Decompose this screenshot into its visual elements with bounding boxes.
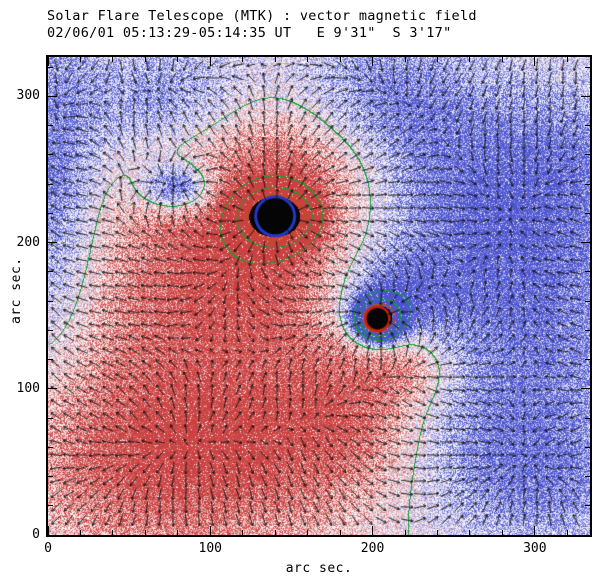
tick-mark xyxy=(585,301,590,302)
tick-mark xyxy=(585,359,590,360)
tick-mark xyxy=(48,213,53,214)
tick-mark xyxy=(581,388,590,389)
tick-mark xyxy=(307,57,308,62)
tick-mark xyxy=(177,530,178,535)
tick-mark xyxy=(502,530,503,535)
x-tick-label: 300 xyxy=(505,541,565,556)
y-tick-label: 100 xyxy=(6,381,40,396)
tick-mark xyxy=(567,530,568,535)
tick-mark xyxy=(405,57,406,62)
tick-mark xyxy=(585,67,590,68)
tick-mark xyxy=(48,535,57,536)
tick-mark xyxy=(48,301,53,302)
tick-mark xyxy=(48,476,53,477)
tick-mark xyxy=(585,125,590,126)
tick-mark xyxy=(585,476,590,477)
tick-mark xyxy=(242,530,243,535)
x-tick-label: 200 xyxy=(343,541,403,556)
tick-mark xyxy=(48,67,53,68)
tick-mark xyxy=(567,57,568,62)
tick-mark xyxy=(48,154,53,155)
figure-title: Solar Flare Telescope (MTK) : vector mag… xyxy=(47,8,477,24)
tick-mark xyxy=(534,57,535,66)
tick-mark xyxy=(469,530,470,535)
tick-mark xyxy=(502,57,503,62)
tick-mark xyxy=(585,154,590,155)
tick-mark xyxy=(585,271,590,272)
tick-mark xyxy=(437,57,438,62)
y-tick-label: 300 xyxy=(6,88,40,103)
y-axis-label: arc sec. xyxy=(9,257,24,324)
tick-mark xyxy=(469,57,470,62)
tick-mark xyxy=(340,57,341,62)
tick-mark xyxy=(275,530,276,535)
y-tick-label: 0 xyxy=(6,527,40,542)
tick-mark xyxy=(48,418,53,419)
tick-mark xyxy=(48,447,53,448)
tick-mark xyxy=(534,526,535,535)
tick-mark xyxy=(242,57,243,62)
tick-mark xyxy=(80,530,81,535)
tick-mark xyxy=(585,184,590,185)
tick-mark xyxy=(80,57,81,62)
tick-mark xyxy=(48,184,53,185)
tick-mark xyxy=(581,535,590,536)
tick-mark xyxy=(48,330,53,331)
tick-mark xyxy=(275,57,276,62)
tick-mark xyxy=(48,242,57,243)
tick-mark xyxy=(48,57,49,66)
tick-mark xyxy=(585,447,590,448)
tick-mark xyxy=(112,57,113,62)
tick-mark xyxy=(210,526,211,535)
tick-mark xyxy=(405,530,406,535)
tick-mark xyxy=(581,96,590,97)
magnetogram-canvas xyxy=(48,57,590,535)
x-tick-label: 100 xyxy=(180,541,240,556)
tick-mark xyxy=(48,359,53,360)
tick-mark xyxy=(437,530,438,535)
x-axis-label: arc sec. xyxy=(48,561,590,576)
tick-mark xyxy=(372,57,373,66)
tick-mark xyxy=(585,330,590,331)
tick-mark xyxy=(177,57,178,62)
tick-mark xyxy=(340,530,341,535)
tick-mark xyxy=(145,57,146,62)
tick-mark xyxy=(581,242,590,243)
figure: Solar Flare Telescope (MTK) : vector mag… xyxy=(0,0,612,585)
y-tick-label: 200 xyxy=(6,235,40,250)
tick-mark xyxy=(210,57,211,66)
tick-mark xyxy=(145,530,146,535)
tick-mark xyxy=(307,530,308,535)
tick-mark xyxy=(48,388,57,389)
tick-mark xyxy=(372,526,373,535)
figure-subtitle: 02/06/01 05:13:29-05:14:35 UT E 9'31" S … xyxy=(47,25,452,41)
x-tick-label: 0 xyxy=(18,541,78,556)
tick-mark xyxy=(48,505,53,506)
tick-mark xyxy=(112,530,113,535)
tick-mark xyxy=(585,213,590,214)
tick-mark xyxy=(48,125,53,126)
tick-mark xyxy=(48,96,57,97)
tick-mark xyxy=(585,418,590,419)
tick-mark xyxy=(48,271,53,272)
tick-mark xyxy=(585,505,590,506)
